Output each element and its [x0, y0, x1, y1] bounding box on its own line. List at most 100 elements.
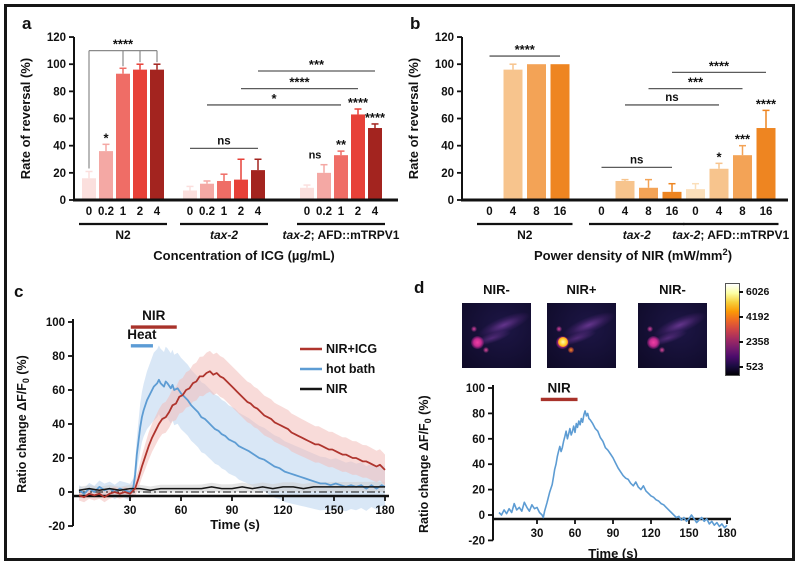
dose-label: 4 [154, 206, 161, 218]
y-tick-label: 120 [435, 32, 454, 44]
colorbar-label: 2358 [746, 336, 770, 348]
sig-label: * [103, 130, 109, 145]
panel-d-images: NIR- NIR+ NIR- 6026 4192 2358 523 [410, 272, 798, 384]
bar [133, 69, 147, 200]
dose-label: 0 [692, 206, 698, 218]
sig-label: **** [365, 110, 386, 125]
legend-label: NIR [326, 382, 348, 396]
y-tick-label: 20 [52, 453, 65, 465]
y-tick-label: 40 [441, 141, 454, 153]
x-tick-label: 60 [175, 505, 188, 517]
y-tick-label: 60 [53, 114, 66, 126]
bar [82, 178, 96, 200]
bar [116, 73, 130, 200]
dose-label: 0 [598, 206, 604, 218]
y-tick-label: 80 [53, 86, 66, 98]
error-band [79, 345, 385, 512]
y-tick-label: 0 [448, 195, 454, 207]
dose-label: 0.2 [316, 206, 332, 218]
fluorescence-dot2 [483, 347, 489, 353]
bar [615, 180, 635, 200]
bar [351, 114, 365, 200]
dose-label: 4 [255, 206, 262, 218]
y-tick-label: 40 [472, 459, 485, 471]
fluorescence-image-nir-on [547, 303, 616, 368]
bar [662, 191, 682, 200]
x-axis-title: Time (s) [210, 517, 260, 532]
dose-label: 0 [187, 206, 193, 218]
panel-a-label: a [22, 14, 32, 33]
dose-label: 1 [338, 206, 345, 218]
dose-label: 16 [666, 206, 679, 218]
group-name: N2 [517, 228, 533, 242]
fluorescence-dot [471, 326, 477, 332]
bar [251, 170, 265, 200]
comparison-label: ns [630, 154, 643, 166]
fluorescence-image-nir-off [638, 303, 707, 368]
x-tick-label: 90 [226, 505, 239, 517]
dose-label: 2 [238, 206, 244, 218]
y-tick-label: 60 [441, 114, 454, 126]
dose-label: 4 [372, 206, 379, 218]
colorbar-tick [739, 366, 743, 368]
x-tick-label: 150 [679, 528, 698, 540]
legend-label: NIR+ICG [326, 342, 377, 356]
dose-label: 8 [645, 206, 652, 218]
y-tick-label: 40 [53, 141, 66, 153]
x-tick-label: 60 [569, 528, 582, 540]
worm-image-label: NIR- [659, 282, 686, 297]
error-band [79, 350, 385, 503]
y-tick-label: 0 [59, 487, 65, 499]
bar [217, 180, 231, 200]
comparison-label: *** [688, 75, 704, 90]
dose-label: 1 [221, 206, 228, 218]
bar [99, 151, 113, 200]
panel-b-label: b [410, 14, 421, 33]
x-tick-label: 120 [273, 505, 292, 517]
x-tick-label: 150 [324, 505, 343, 517]
colorbar-tick [739, 341, 743, 343]
curve-nir-icg [78, 370, 386, 499]
dose-label: 16 [554, 206, 567, 218]
worm-image-block: NIR- [462, 282, 531, 368]
group-name: N2 [115, 228, 131, 242]
fluorescence-spot [647, 336, 660, 349]
bar [300, 187, 314, 200]
curve-hot-bath [78, 378, 386, 495]
x-tick-label: 30 [124, 505, 137, 517]
comparison-label: ns [665, 92, 678, 104]
y-tick-label: 80 [472, 408, 485, 420]
colorbar-label: 523 [746, 361, 764, 373]
sig-label: **** [348, 95, 369, 110]
worm-image-label: NIR- [483, 282, 510, 297]
comparison-label: **** [289, 75, 310, 90]
bar [639, 187, 658, 200]
bar [317, 172, 331, 200]
dose-label: 0 [86, 206, 92, 218]
y-axis-title: Ratio change ΔF/F0 (%) [417, 395, 433, 533]
dose-label: 8 [739, 206, 746, 218]
legend-label: hot bath [326, 362, 375, 376]
bar [686, 189, 705, 200]
dose-label: 4 [716, 206, 723, 218]
y-tick-label: 60 [472, 434, 485, 446]
stimulus-label: NIR [142, 308, 166, 323]
fluorescence-spot [471, 336, 484, 349]
fluorescence-image-nir-off [462, 303, 531, 368]
comparison-label: *** [309, 57, 325, 72]
y-tick-label: 60 [52, 385, 65, 397]
colorbar-label: 4192 [746, 311, 770, 323]
curve-nir-response [498, 410, 728, 529]
y-tick-label: -20 [48, 521, 65, 533]
comparison-label: **** [113, 37, 134, 52]
panel-d-label: d [414, 278, 425, 297]
panel-c-label: c [14, 282, 24, 301]
y-tick-label: 100 [466, 383, 485, 395]
sig-label: * [716, 149, 722, 164]
fluorescence-dot2 [568, 347, 574, 353]
y-tick-label: 20 [472, 485, 485, 497]
y-tick-label: 100 [46, 317, 65, 329]
y-axis-title: Rate of reversal (%) [18, 58, 33, 179]
